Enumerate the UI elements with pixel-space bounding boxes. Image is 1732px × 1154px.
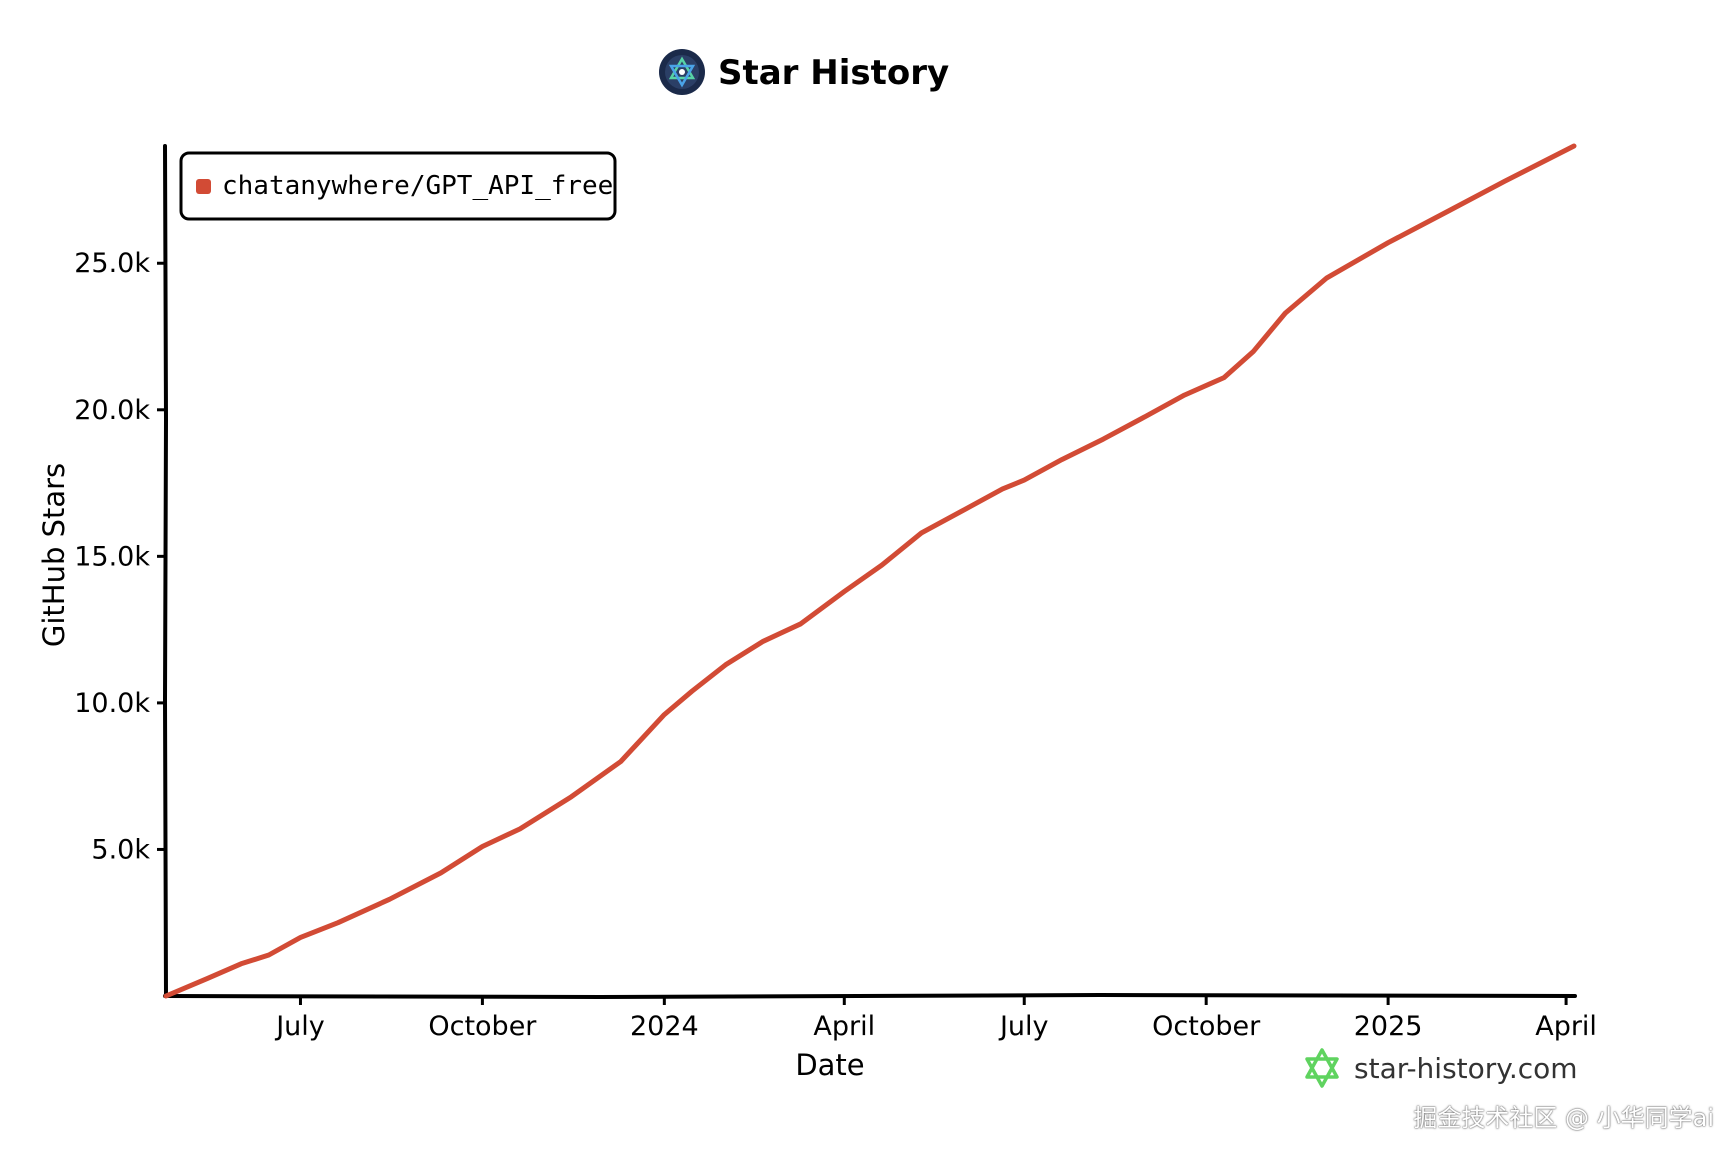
brand-site-text: star-history.com	[1354, 1052, 1578, 1085]
x-tick-label: 2024	[630, 1011, 699, 1042]
x-tick-label: October	[428, 1011, 537, 1042]
x-tick-label: October	[1152, 1011, 1261, 1042]
y-tick-label: 10.0k	[74, 688, 150, 719]
x-tick-label: April	[813, 1011, 875, 1042]
y-axis-ticks: 5.0k 10.0k 15.0k 20.0k 25.0k	[74, 248, 166, 865]
legend: chatanywhere/GPT_API_free	[179, 151, 617, 221]
y-tick-label: 5.0k	[91, 834, 150, 865]
series-line	[163, 143, 1577, 999]
y-axis-title: GitHub Stars	[37, 463, 71, 647]
chart-title: Star History	[718, 53, 949, 93]
y-axis-line	[162, 144, 169, 998]
branding: star-history.com	[1305, 1048, 1578, 1088]
x-tick-label: 2025	[1354, 1011, 1423, 1042]
x-tick-label: July	[274, 1011, 325, 1042]
y-tick-label: 25.0k	[74, 248, 150, 279]
chart-title-group: Star History	[659, 49, 949, 95]
star-history-star-icon	[1305, 1048, 1339, 1088]
x-axis-line	[163, 992, 1577, 1000]
x-tick-label: April	[1535, 1011, 1597, 1042]
legend-swatch	[196, 179, 211, 194]
legend-label: chatanywhere/GPT_API_free	[222, 171, 613, 201]
watermark-text: 掘金技术社区 @ 小华同学ai	[1413, 1104, 1714, 1132]
x-axis-ticks: July October 2024 April July October 2025 April	[274, 996, 1597, 1042]
star-history-logo-icon	[659, 49, 705, 95]
x-axis-title: Date	[795, 1048, 864, 1082]
legend-box	[179, 151, 617, 221]
y-tick-label: 15.0k	[74, 541, 150, 572]
x-tick-label: July	[998, 1011, 1049, 1042]
y-tick-label: 20.0k	[74, 395, 150, 426]
